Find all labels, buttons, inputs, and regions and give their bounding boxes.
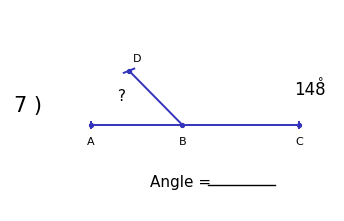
Text: C: C [295, 137, 303, 147]
Text: Angle =: Angle = [150, 175, 216, 190]
Text: D: D [133, 54, 142, 64]
Text: °: ° [318, 77, 324, 87]
Text: B: B [179, 137, 186, 147]
Text: 7 ): 7 ) [14, 96, 42, 116]
Text: 148: 148 [294, 80, 326, 99]
Text: ?: ? [118, 89, 126, 104]
Text: A: A [87, 137, 95, 147]
